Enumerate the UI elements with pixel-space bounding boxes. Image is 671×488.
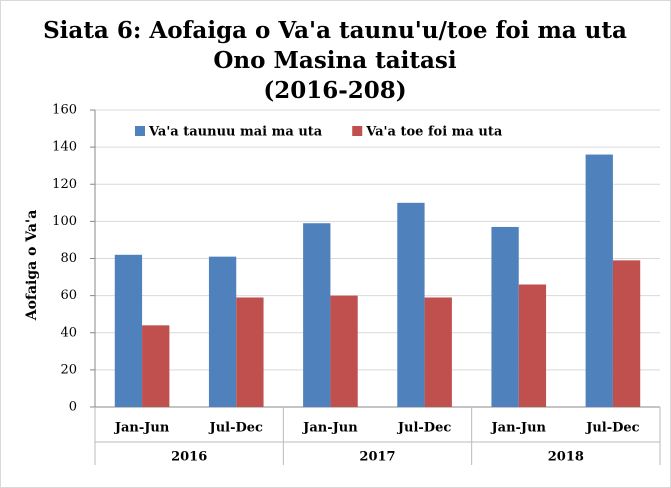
group-label: 2018 (548, 450, 584, 465)
bar (142, 325, 170, 407)
x-tick-label: Jul-Dec (585, 421, 639, 436)
legend-label: Va'a taunuu mai ma uta (148, 125, 323, 140)
y-tick-label: 40 (60, 325, 77, 340)
y-tick-label: 60 (60, 288, 77, 303)
bar (612, 260, 641, 407)
x-tick-label: Jan-Jun (491, 421, 547, 436)
chart-title: (2016-208) (263, 77, 406, 104)
bar (491, 226, 519, 407)
x-tick-label: Jan-Jun (114, 421, 170, 436)
bar (114, 254, 143, 407)
x-tick-label: Jul-Dec (397, 421, 451, 436)
y-tick-label: 100 (52, 214, 77, 229)
chart-title: Siata 6: Aofaiga o Va'a taunu'u/toe foi … (43, 17, 627, 44)
bar (330, 295, 358, 407)
y-tick-label: 140 (52, 140, 77, 155)
legend-swatch (135, 126, 145, 136)
bar (397, 202, 425, 407)
x-tick-label: Jul-Dec (209, 421, 263, 436)
y-tick-label: 80 (60, 251, 77, 266)
y-tick-label: 160 (52, 103, 77, 118)
group-label: 2016 (171, 450, 207, 465)
legend-label: Va'a toe foi ma uta (365, 125, 503, 140)
y-tick-label: 20 (60, 362, 77, 377)
group-label: 2017 (359, 450, 395, 465)
bar (518, 284, 547, 407)
y-axis-label: Aofaiga o Va'a (24, 210, 40, 322)
bar (208, 256, 237, 407)
y-tick-label: 0 (69, 400, 77, 415)
x-tick-label: Jan-Jun (302, 421, 358, 436)
bar (236, 297, 264, 407)
chart-title: Ono Masina taitasi (213, 47, 457, 74)
bar (303, 223, 331, 407)
y-tick-label: 120 (52, 177, 77, 192)
bar (585, 154, 613, 407)
bar (424, 297, 452, 407)
legend-swatch (352, 126, 363, 136)
